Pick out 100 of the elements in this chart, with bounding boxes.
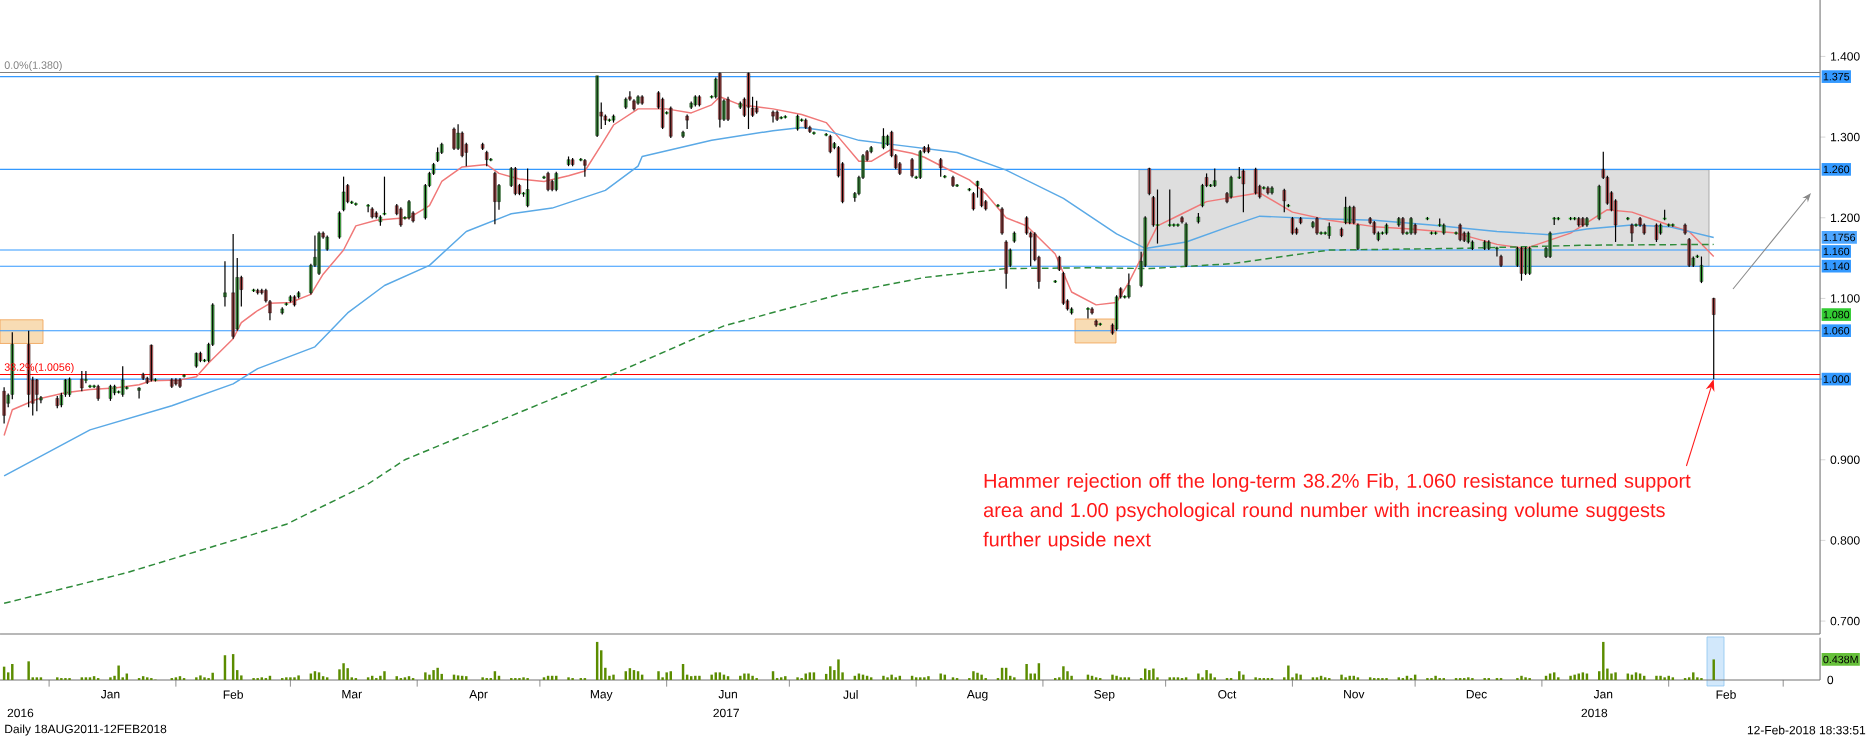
candlestick <box>399 206 403 228</box>
text: 12-Feb-2018 18:33:51 <box>1747 725 1866 735</box>
bar <box>837 659 840 680</box>
candlestick <box>35 378 39 412</box>
text: 0 <box>1827 675 1834 685</box>
bar <box>743 673 746 680</box>
candlestick <box>1241 168 1246 213</box>
bar <box>796 677 799 680</box>
candlestick <box>1597 184 1601 221</box>
bar <box>293 677 296 680</box>
bar <box>1070 675 1073 680</box>
bar <box>1344 677 1347 680</box>
bar <box>522 677 525 680</box>
bar <box>428 674 431 680</box>
bar <box>939 673 942 680</box>
bar <box>56 677 59 680</box>
candlestick <box>554 171 558 192</box>
candlestick <box>1699 255 1704 284</box>
candlestick <box>1213 167 1217 188</box>
bar <box>117 665 120 680</box>
bar <box>1663 677 1666 680</box>
bar <box>11 663 14 680</box>
bar <box>829 666 832 680</box>
candlestick <box>1712 297 1716 380</box>
bar <box>1295 673 1298 680</box>
bar <box>784 676 787 680</box>
bar <box>1340 674 1343 680</box>
bar <box>1209 673 1212 680</box>
x-tick-label: Jun <box>718 690 737 699</box>
bar <box>567 677 570 680</box>
candlestick <box>1147 167 1151 196</box>
bar <box>1111 674 1114 680</box>
y-tick-label: 1.100 <box>1831 294 1860 303</box>
candlestick <box>1666 222 1672 228</box>
candlestick <box>513 166 518 196</box>
x-tick-label: Mar <box>342 690 362 699</box>
bar <box>432 670 435 680</box>
bar <box>698 675 701 680</box>
bar <box>1602 641 1605 680</box>
x-tick-label: Jan <box>100 690 120 699</box>
x-tick-label: Dec <box>1466 690 1487 699</box>
bar <box>1348 675 1351 680</box>
bar <box>612 674 615 680</box>
bar <box>1659 675 1662 680</box>
candlestick <box>746 71 751 130</box>
candlestick <box>1687 237 1691 268</box>
candlestick <box>669 105 673 139</box>
bar <box>927 676 930 680</box>
bar <box>1152 668 1155 680</box>
bar <box>240 675 243 680</box>
bar <box>1205 670 1208 680</box>
x-tick-label: May <box>590 690 613 701</box>
candlestick <box>80 370 84 392</box>
bar <box>109 677 112 680</box>
candlestick <box>1253 167 1258 195</box>
candlestick <box>525 167 530 208</box>
candlestick <box>1167 188 1173 228</box>
annotation: Hammer rejection off the long-term 38.2% Fib, 1.060 resistance turned support area and 1.00 psychological round number with increasing volume suggests further upside next <box>983 473 1691 551</box>
bar <box>481 677 484 680</box>
bar <box>1119 677 1122 680</box>
x-tick-label: Apr <box>469 690 488 701</box>
bar <box>379 675 382 680</box>
text: 1.1756 <box>1823 233 1856 242</box>
bar <box>972 671 975 680</box>
bar <box>456 675 460 680</box>
bar <box>1569 675 1572 680</box>
bar <box>1062 666 1065 680</box>
candlestick <box>1171 222 1177 228</box>
bar <box>604 667 607 680</box>
candlestick <box>341 176 346 212</box>
bar <box>199 675 202 680</box>
candlestick <box>939 157 943 178</box>
bar <box>1614 672 1617 680</box>
y-tick-label: 0.900 <box>1830 455 1860 465</box>
ref-line-label: 0.0%(1.380) <box>4 61 62 71</box>
text: 2018 <box>1581 708 1608 718</box>
text: 0.438M <box>1823 655 1858 664</box>
bar <box>1299 674 1302 680</box>
bar <box>27 661 30 680</box>
bar <box>1148 670 1151 680</box>
y-tick-label: 0.700 <box>1830 616 1860 626</box>
bar <box>894 677 897 680</box>
bar <box>1013 677 1016 680</box>
bar <box>289 677 292 680</box>
candlestick <box>149 343 154 383</box>
candlestick <box>1519 246 1524 282</box>
bar <box>424 672 427 680</box>
candlestick <box>1348 205 1352 225</box>
candlestick <box>918 149 922 180</box>
bar <box>1287 665 1290 680</box>
ref-line-label: 1.160 <box>1823 247 1850 256</box>
bar <box>1197 673 1200 680</box>
text: 1.080 <box>1823 310 1850 319</box>
bar <box>1242 674 1245 680</box>
bar <box>882 675 885 680</box>
bar <box>1610 673 1613 680</box>
bar <box>1692 672 1695 680</box>
bar <box>657 671 660 680</box>
bar <box>1573 674 1576 680</box>
bar <box>710 674 713 680</box>
